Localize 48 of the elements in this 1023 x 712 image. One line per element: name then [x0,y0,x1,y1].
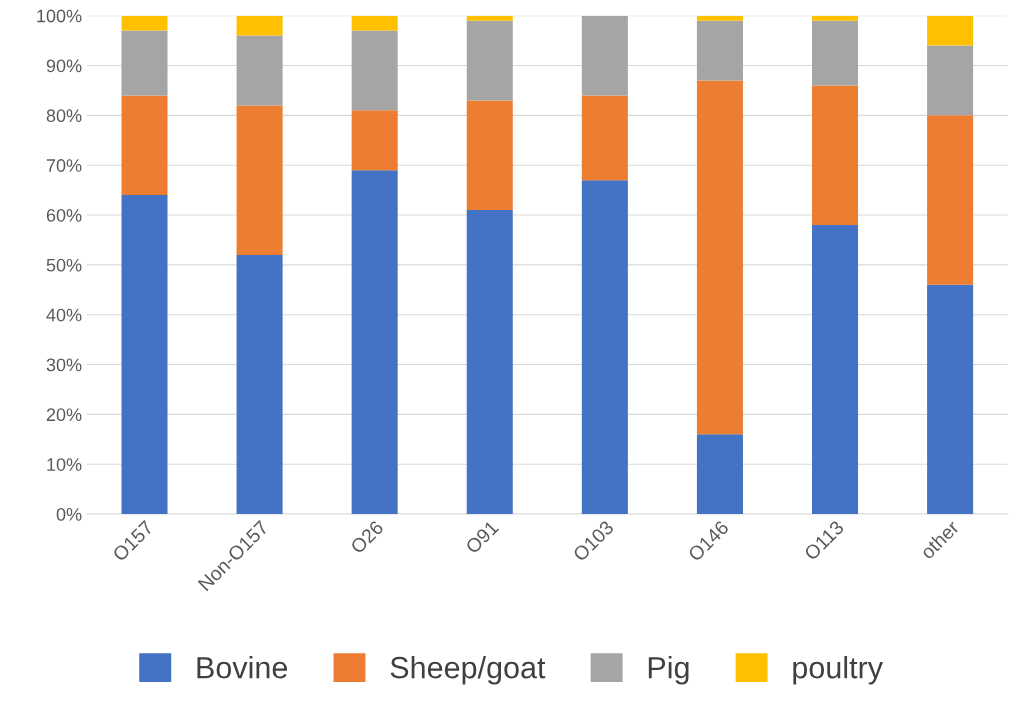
bar [466,15,513,21]
legend-label: Bovine [197,656,288,679]
y-tick-label: 40% [46,308,82,322]
bar [236,105,283,255]
bar [696,15,743,21]
y-tick-label: 80% [46,109,82,123]
y-tick-label: 60% [46,208,82,222]
y-tick-label: 100% [37,9,82,23]
bar [696,434,743,515]
x-tick-label: O26 [349,519,385,555]
bar [581,95,628,181]
bar [351,170,398,515]
bar [121,30,168,96]
bar [236,15,283,36]
bar [351,110,398,171]
bar [581,15,628,96]
bar [121,95,168,196]
bar [581,180,628,515]
bar [927,284,974,515]
legend-label: Sheep/goat [390,656,546,685]
y-tick-label: 70% [46,159,82,172]
bar [121,15,168,31]
bar [927,115,974,285]
bar [351,30,398,111]
bar [696,80,743,435]
bar [466,100,513,211]
y-tick-label: 10% [47,458,82,471]
legend-label: poultry [793,656,883,685]
y-tick-label: 0% [56,508,82,521]
bar [812,15,859,21]
y-tick-label: 90% [46,59,82,73]
bar [466,20,513,101]
legend-label: Pig [648,656,689,685]
y-tick-label: 30% [46,358,82,372]
bar [236,35,283,106]
bar [812,20,859,86]
bar [812,85,859,225]
bar [927,45,974,116]
bar [466,210,513,515]
y-tick-label: 50% [46,258,82,272]
bar [236,254,283,515]
bar [696,20,743,81]
y-tick-label: 20% [46,408,82,422]
bar [351,15,398,31]
x-tick-label: O91 [464,519,500,555]
bar [121,195,168,515]
bar [812,224,859,515]
bar [927,15,974,46]
